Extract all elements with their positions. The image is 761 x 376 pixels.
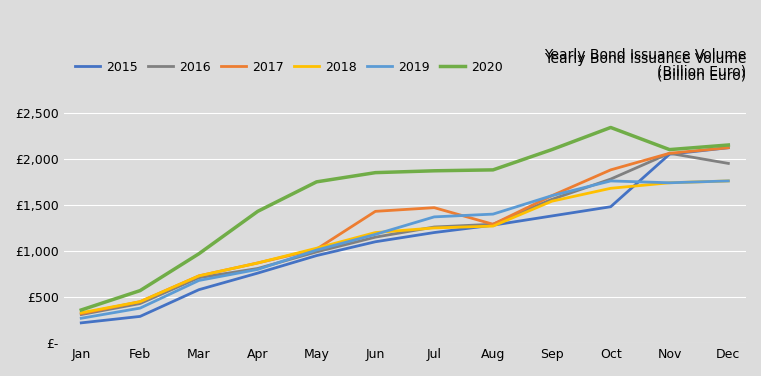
- 2017: [77, 311, 86, 316]
- 2020: [430, 168, 439, 173]
- 2016: [135, 301, 145, 306]
- 2015: [606, 205, 615, 209]
- 2020: [135, 288, 145, 293]
- 2017: [606, 168, 615, 172]
- 2016: [253, 266, 263, 271]
- 2019: [665, 180, 674, 185]
- 2016: [194, 276, 203, 280]
- 2019: [547, 193, 556, 198]
- 2017: [312, 247, 321, 252]
- Line: 2020: 2020: [81, 127, 728, 310]
- 2020: [253, 209, 263, 214]
- 2018: [606, 186, 615, 191]
- 2016: [430, 225, 439, 229]
- 2017: [194, 274, 203, 278]
- 2018: [253, 261, 263, 265]
- 2015: [194, 287, 203, 292]
- 2019: [77, 316, 86, 320]
- 2019: [194, 278, 203, 283]
- 2015: [253, 271, 263, 275]
- 2019: [724, 179, 733, 183]
- 2018: [135, 299, 145, 304]
- 2015: [724, 146, 733, 150]
- Legend: 2015, 2016, 2017, 2018, 2019, 2020: 2015, 2016, 2017, 2018, 2019, 2020: [70, 56, 508, 79]
- Line: 2015: 2015: [81, 148, 728, 323]
- 2020: [312, 180, 321, 184]
- 2017: [665, 151, 674, 156]
- 2020: [371, 170, 380, 175]
- 2018: [430, 226, 439, 230]
- 2016: [77, 312, 86, 317]
- 2017: [371, 209, 380, 214]
- 2015: [77, 321, 86, 325]
- 2017: [547, 193, 556, 198]
- 2017: [430, 205, 439, 210]
- 2020: [194, 252, 203, 256]
- 2020: [665, 147, 674, 152]
- 2019: [430, 215, 439, 219]
- 2016: [547, 197, 556, 202]
- 2016: [489, 222, 498, 226]
- 2018: [547, 199, 556, 203]
- 2017: [489, 222, 498, 226]
- 2019: [135, 306, 145, 310]
- 2016: [371, 235, 380, 240]
- 2019: [312, 248, 321, 252]
- 2017: [135, 299, 145, 304]
- 2016: [665, 151, 674, 156]
- Text: Yearly Bond Issuance Volume
(Billion Euro): Yearly Bond Issuance Volume (Billion Eur…: [543, 48, 746, 79]
- 2019: [489, 212, 498, 216]
- 2019: [253, 267, 263, 272]
- 2017: [253, 261, 263, 265]
- 2015: [135, 314, 145, 319]
- Line: 2017: 2017: [81, 148, 728, 314]
- 2015: [371, 240, 380, 244]
- 2016: [724, 161, 733, 166]
- 2018: [665, 180, 674, 185]
- 2018: [371, 230, 380, 235]
- 2016: [606, 177, 615, 181]
- Line: 2016: 2016: [81, 153, 728, 315]
- 2018: [724, 179, 733, 183]
- Line: 2018: 2018: [81, 181, 728, 313]
- 2019: [371, 232, 380, 237]
- 2016: [312, 250, 321, 254]
- 2018: [194, 274, 203, 278]
- 2020: [77, 308, 86, 312]
- 2017: [724, 146, 733, 150]
- 2018: [489, 224, 498, 228]
- 2020: [547, 147, 556, 152]
- 2018: [77, 311, 86, 315]
- 2015: [489, 223, 498, 227]
- Text: Yearly Bond Issuance Volume
(Billion Euro): Yearly Bond Issuance Volume (Billion Eur…: [543, 52, 746, 82]
- 2020: [489, 168, 498, 172]
- 2019: [606, 179, 615, 183]
- 2018: [312, 246, 321, 250]
- 2015: [430, 230, 439, 235]
- 2020: [606, 125, 615, 130]
- Line: 2019: 2019: [81, 181, 728, 318]
- 2015: [665, 152, 674, 156]
- 2015: [312, 253, 321, 258]
- 2020: [724, 143, 733, 147]
- 2015: [547, 214, 556, 218]
